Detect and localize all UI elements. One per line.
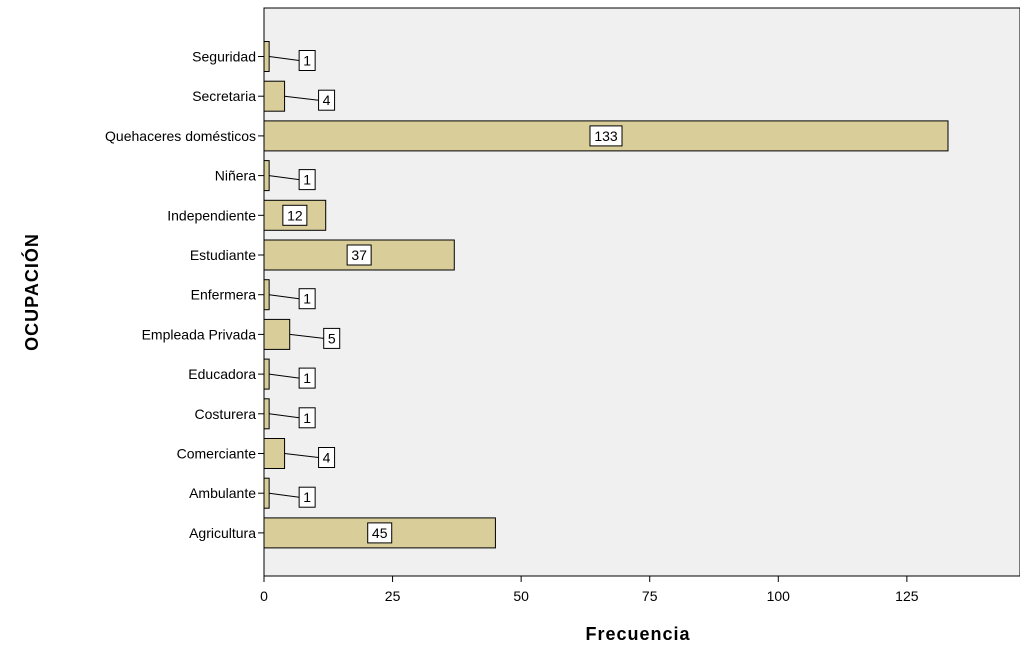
category-labels: Seguridad Secretaria Quehaceres domésticos… <box>105 49 264 541</box>
category-label-8: Educadora <box>188 366 256 382</box>
data-label-0: 1 <box>303 53 311 69</box>
category-label-10: Comerciante <box>177 446 257 462</box>
data-label-leader-9 <box>269 413 300 419</box>
data-label-11: 1 <box>303 489 311 505</box>
data-label-box-10 <box>318 447 336 468</box>
bar-10 <box>263 438 286 469</box>
data-label-leader-11 <box>269 492 300 498</box>
data-label-box-8 <box>298 367 316 389</box>
category-label-7: Empleada Privada <box>142 326 257 342</box>
data-label-8: 1 <box>303 370 311 386</box>
bar-1 <box>263 80 286 112</box>
x-tick-label-2: 50 <box>513 588 529 604</box>
category-label-5: Estudiante <box>190 247 256 263</box>
data-label-7: 5 <box>328 330 336 346</box>
category-label-4: Independiente <box>167 207 256 223</box>
category-label-9: Costurera <box>195 406 257 422</box>
x-tick-label-3: 75 <box>642 588 658 604</box>
category-label-12: Agricultura <box>189 525 256 541</box>
y-axis-title: OCUPACIÓN <box>21 233 42 351</box>
x-tick-label-1: 25 <box>385 588 401 604</box>
data-label-box-5 <box>346 244 372 266</box>
bar-3 <box>263 160 270 192</box>
category-label-2: Quehaceres domésticos <box>105 128 256 144</box>
data-label-box-3 <box>298 169 316 191</box>
data-label-12: 45 <box>372 525 388 541</box>
data-label-4: 12 <box>287 207 303 223</box>
x-axis-ticks: 0 25 50 75 100 125 <box>260 576 919 604</box>
x-tick-label-0: 0 <box>260 588 268 604</box>
data-label-leader-10 <box>284 453 319 458</box>
data-label-box-4 <box>282 204 308 226</box>
data-label-box-0 <box>298 50 316 71</box>
data-label-leaders <box>269 56 324 498</box>
data-label-2: 133 <box>594 128 618 144</box>
x-tick-label-5: 125 <box>895 588 919 604</box>
data-label-box-7 <box>323 327 341 349</box>
bar-8 <box>263 358 270 390</box>
x-tick-label-4: 100 <box>767 588 791 604</box>
data-label-1: 4 <box>323 92 331 108</box>
data-labels: 1 4 133 1 12 37 1 5 1 1 4 1 45 <box>282 50 623 544</box>
data-label-3: 1 <box>303 172 311 188</box>
data-label-leader-3 <box>269 175 300 181</box>
category-label-11: Ambulante <box>189 485 256 501</box>
category-label-6: Enfermera <box>191 287 257 303</box>
data-label-5: 37 <box>351 247 367 263</box>
data-label-leader-0 <box>269 56 300 61</box>
data-label-leader-6 <box>269 294 300 300</box>
data-label-10: 4 <box>323 450 331 466</box>
data-label-box-6 <box>298 288 316 310</box>
category-label-0: Seguridad <box>192 49 256 65</box>
x-axis-title: Frecuencia <box>585 624 690 644</box>
data-label-9: 1 <box>303 410 311 426</box>
data-label-leader-8 <box>269 373 300 379</box>
data-label-box-2 <box>589 125 623 147</box>
data-label-box-1 <box>318 89 336 111</box>
data-label-box-11 <box>298 486 316 508</box>
bar-6 <box>263 279 270 311</box>
data-label-leader-1 <box>284 95 319 101</box>
data-label-box-9 <box>298 407 316 429</box>
category-label-1: Secretaria <box>192 88 256 104</box>
category-label-3: Niñera <box>215 168 256 184</box>
data-label-6: 1 <box>303 291 311 307</box>
bar-9 <box>263 398 270 430</box>
bar-7 <box>263 318 291 350</box>
bar-0 <box>263 41 270 72</box>
data-label-box-12 <box>367 522 393 544</box>
plot-area <box>263 7 1020 577</box>
bar-11 <box>263 477 270 509</box>
data-label-leader-7 <box>289 333 324 339</box>
